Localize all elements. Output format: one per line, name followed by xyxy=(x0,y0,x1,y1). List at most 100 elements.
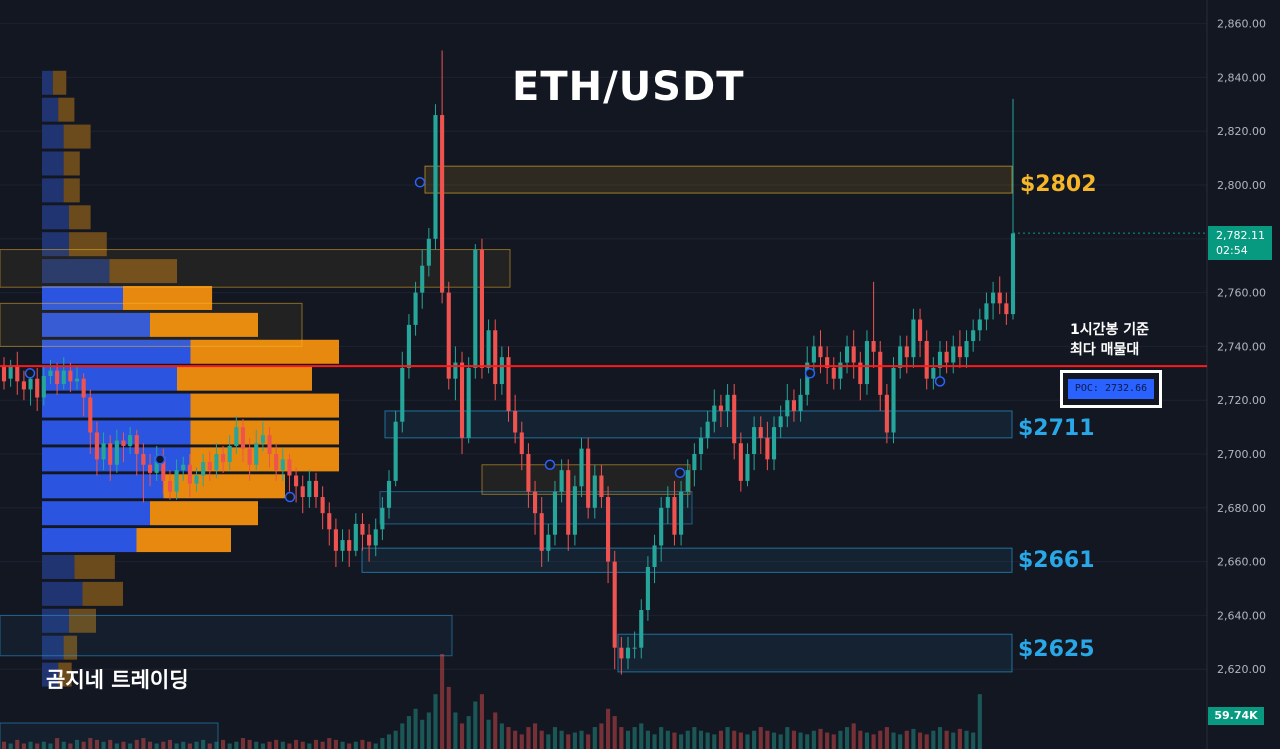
candle-body[interactable] xyxy=(752,427,757,454)
candle-body[interactable] xyxy=(48,370,53,376)
candle-body[interactable] xyxy=(745,454,750,481)
candle-body[interactable] xyxy=(718,405,723,411)
candle-body[interactable] xyxy=(612,561,617,648)
candle-body[interactable] xyxy=(333,529,338,551)
candle-body[interactable] xyxy=(871,341,876,352)
candle-body[interactable] xyxy=(400,367,405,422)
candle-body[interactable] xyxy=(187,464,192,484)
candle-body[interactable] xyxy=(426,238,431,266)
candle-body[interactable] xyxy=(373,529,378,546)
candle-body[interactable] xyxy=(227,445,232,463)
candle-body[interactable] xyxy=(267,435,272,454)
candle-body[interactable] xyxy=(1,365,7,382)
candle-body[interactable] xyxy=(692,454,697,471)
candle-body[interactable] xyxy=(88,397,93,433)
candle-body[interactable] xyxy=(844,346,850,363)
candle-body[interactable] xyxy=(904,346,909,358)
candle-body[interactable] xyxy=(479,249,485,368)
candle-body[interactable] xyxy=(327,513,332,530)
candle-body[interactable] xyxy=(154,456,159,473)
candle-body[interactable] xyxy=(406,324,411,368)
candle-body[interactable] xyxy=(858,362,863,385)
candle-body[interactable] xyxy=(838,362,843,379)
candle-body[interactable] xyxy=(984,303,989,320)
candle-body[interactable] xyxy=(665,497,670,508)
candle-body[interactable] xyxy=(705,421,710,438)
candle-body[interactable] xyxy=(891,367,896,433)
poc-label[interactable]: POC: 2732.66 xyxy=(1068,379,1154,399)
candle-body[interactable] xyxy=(606,497,611,562)
candle-body[interactable] xyxy=(785,400,790,417)
candle-body[interactable] xyxy=(765,437,770,460)
candle-body[interactable] xyxy=(300,486,305,498)
candle-body[interactable] xyxy=(41,375,46,398)
candle-body[interactable] xyxy=(791,400,796,411)
candle-body[interactable] xyxy=(101,443,106,460)
candle-body[interactable] xyxy=(174,470,179,492)
candle-body[interactable] xyxy=(280,459,285,471)
candle-body[interactable] xyxy=(964,341,969,358)
candle-body[interactable] xyxy=(15,365,20,382)
candle-body[interactable] xyxy=(944,351,949,363)
candle-body[interactable] xyxy=(559,470,564,492)
candle-body[interactable] xyxy=(108,443,113,465)
candle-body[interactable] xyxy=(698,437,704,454)
candle-body[interactable] xyxy=(811,346,816,363)
candle-body[interactable] xyxy=(937,351,943,368)
candle-body[interactable] xyxy=(831,367,836,379)
candle-body[interactable] xyxy=(878,351,883,395)
candle-body[interactable] xyxy=(645,566,650,611)
candle-body[interactable] xyxy=(161,456,166,481)
candle-body[interactable] xyxy=(240,427,246,449)
candle-body[interactable] xyxy=(55,370,60,385)
candle-body[interactable] xyxy=(977,319,982,331)
candle-body[interactable] xyxy=(652,545,657,567)
candle-body[interactable] xyxy=(340,540,345,551)
candle-body[interactable] xyxy=(413,292,418,325)
candle-body[interactable] xyxy=(74,378,80,382)
candle-body[interactable] xyxy=(134,435,139,454)
candle-body[interactable] xyxy=(320,497,325,514)
candle-body[interactable] xyxy=(679,491,684,535)
candle-body[interactable] xyxy=(619,647,624,659)
candle-body[interactable] xyxy=(128,435,133,446)
candle-body[interactable] xyxy=(971,330,976,342)
candle-body[interactable] xyxy=(851,346,856,363)
candle-body[interactable] xyxy=(997,292,1002,304)
candle-body[interactable] xyxy=(659,507,664,546)
candle-body[interactable] xyxy=(81,378,86,398)
candle-body[interactable] xyxy=(599,475,604,498)
candle-body[interactable] xyxy=(313,480,319,498)
candle-body[interactable] xyxy=(446,292,451,379)
candle-body[interactable] xyxy=(274,454,279,471)
candle-body[interactable] xyxy=(307,480,312,498)
candle-body[interactable] xyxy=(453,362,458,379)
candle-body[interactable] xyxy=(532,491,538,514)
candle-body[interactable] xyxy=(579,448,584,487)
candle-body[interactable] xyxy=(632,647,637,649)
candle-body[interactable] xyxy=(440,115,445,293)
candle-body[interactable] xyxy=(35,378,40,398)
candle-body[interactable] xyxy=(738,443,743,481)
candle-body[interactable] xyxy=(194,475,199,484)
candle-body[interactable] xyxy=(499,357,504,385)
candle-body[interactable] xyxy=(28,378,33,390)
candle-body[interactable] xyxy=(519,432,524,454)
candle-body[interactable] xyxy=(1004,303,1009,315)
candle-body[interactable] xyxy=(234,427,239,446)
candle-body[interactable] xyxy=(572,486,577,535)
last-price-tag[interactable]: 2,782.11 02:54 xyxy=(1208,226,1272,260)
candle-body[interactable] xyxy=(805,362,810,395)
candle-body[interactable] xyxy=(393,421,398,481)
candle-body[interactable] xyxy=(825,357,830,368)
candle-body[interactable] xyxy=(367,534,372,546)
candle-body[interactable] xyxy=(758,427,763,438)
candle-body[interactable] xyxy=(898,346,903,368)
candle-body[interactable] xyxy=(8,365,13,379)
candle-body[interactable] xyxy=(586,448,591,508)
candle-body[interactable] xyxy=(147,464,153,473)
candle-body[interactable] xyxy=(294,475,299,487)
candle-body[interactable] xyxy=(360,523,365,535)
candle-body[interactable] xyxy=(167,480,173,492)
candle-body[interactable] xyxy=(732,394,737,444)
